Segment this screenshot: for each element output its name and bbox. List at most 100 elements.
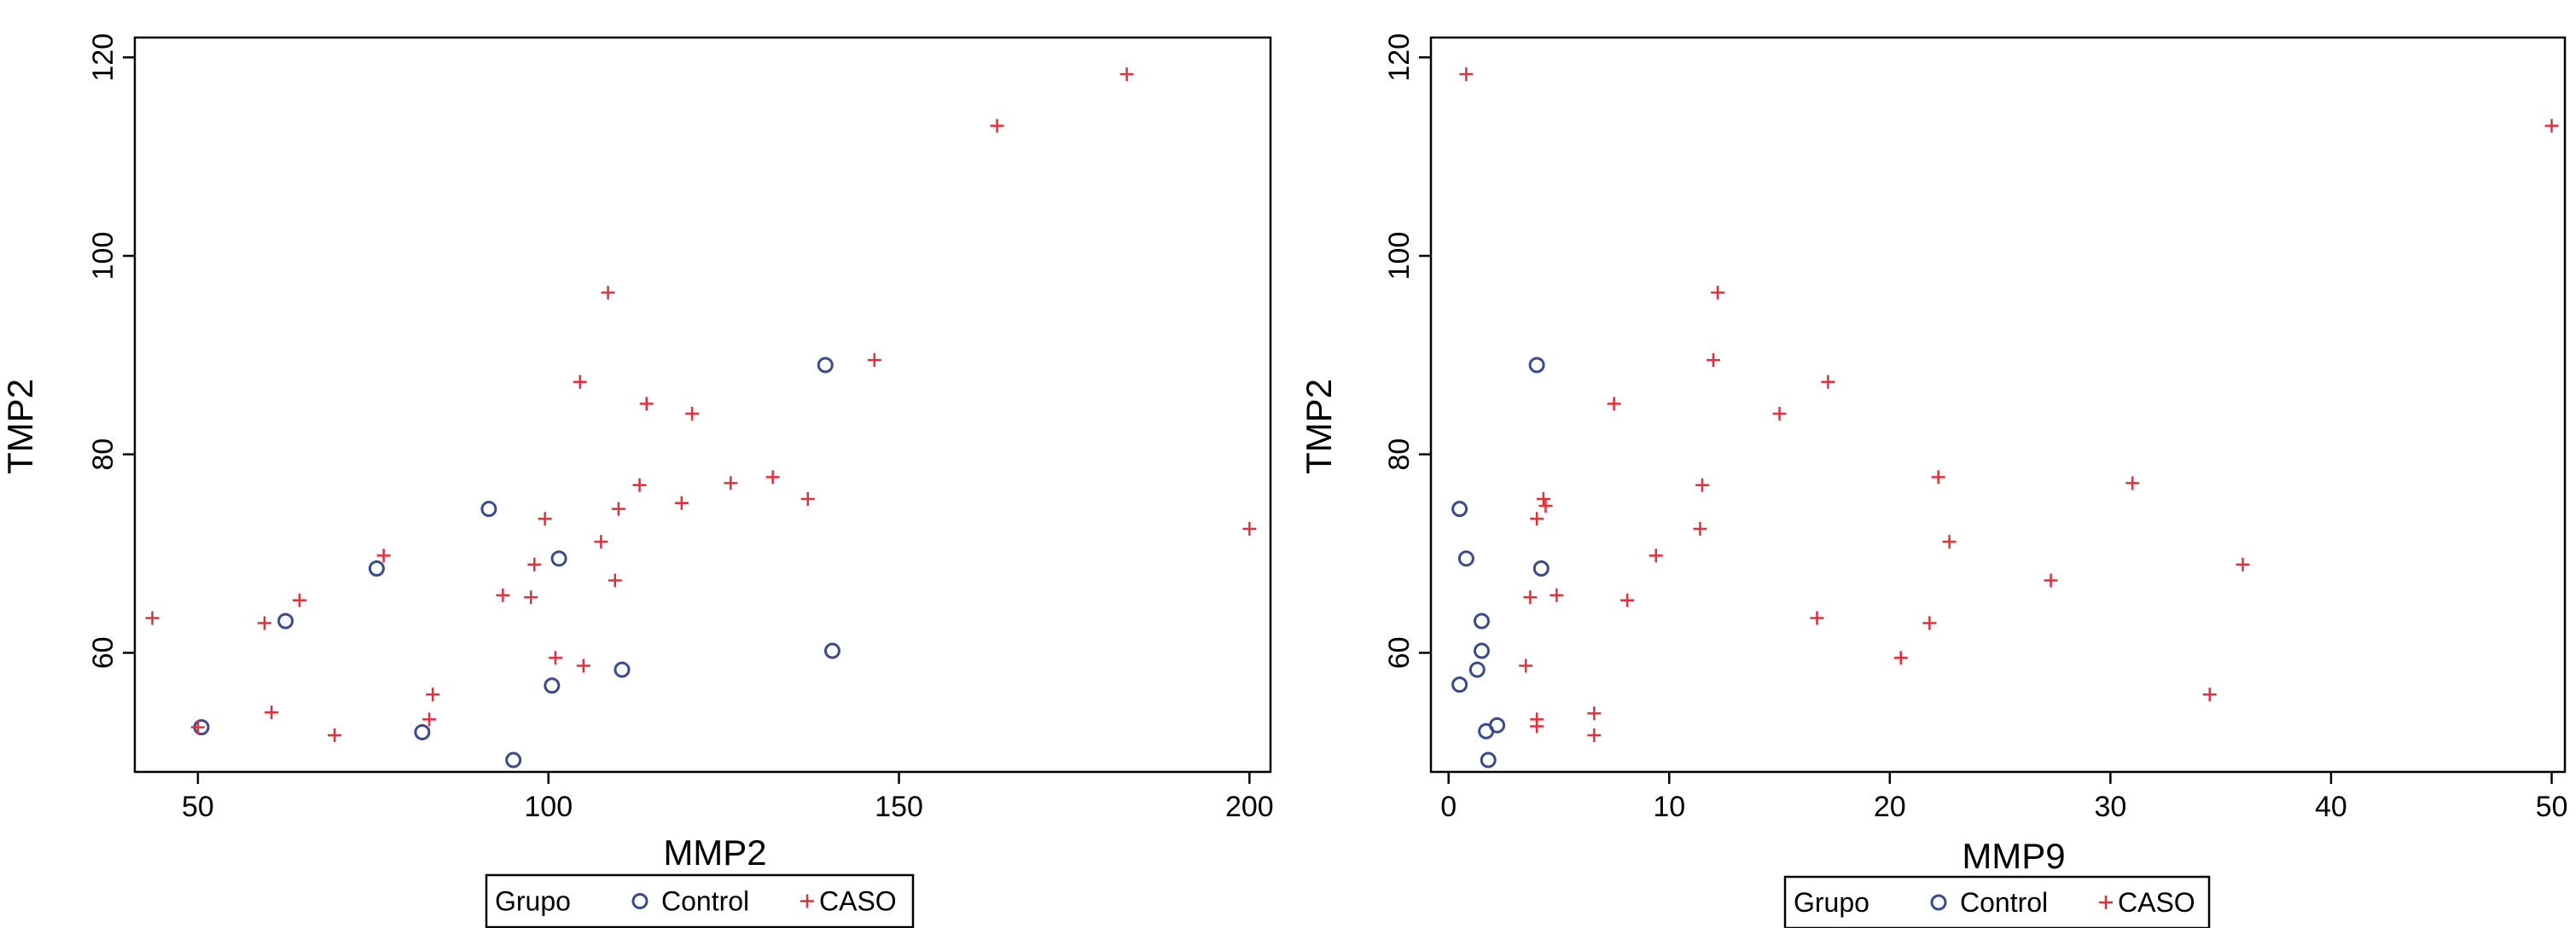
legend-box — [485, 873, 915, 928]
x-tick-label: 200 — [1225, 791, 1274, 823]
caso-point — [685, 406, 700, 420]
caso-point — [1821, 374, 1835, 389]
caso-point — [1620, 593, 1635, 607]
caso-point — [1706, 353, 1720, 368]
control-point — [1528, 357, 1545, 374]
legend-caso-marker — [800, 894, 814, 908]
control-point — [1451, 676, 1468, 693]
caso-point — [1931, 470, 1945, 484]
caso-point — [674, 496, 689, 510]
y-tick-label: 80 — [87, 438, 119, 471]
y-tick-label: 120 — [1383, 33, 1416, 82]
caso-point — [1530, 512, 1544, 526]
control-point — [544, 677, 561, 694]
caso-point — [265, 705, 279, 720]
caso-point — [1695, 478, 1710, 492]
control-point — [414, 723, 431, 740]
caso-point — [724, 476, 738, 490]
caso-point — [1550, 588, 1564, 602]
x-tick-label: 10 — [1653, 791, 1685, 823]
control-point — [1473, 612, 1490, 629]
control-point — [817, 357, 834, 374]
control-point — [277, 612, 294, 629]
caso-point — [1693, 521, 1707, 536]
control-point — [1468, 661, 1486, 678]
legend-title: Grupo — [495, 886, 571, 917]
caso-point — [426, 687, 440, 702]
x-tick-label: 50 — [182, 791, 214, 823]
plot-frame — [133, 36, 1272, 774]
x-tick-label: 100 — [524, 791, 573, 823]
legend-title: Grupo — [1794, 887, 1869, 918]
legend-caso-label: CASO — [2118, 887, 2195, 918]
control-point — [1532, 560, 1550, 577]
caso-point — [576, 658, 590, 673]
control-point — [1451, 501, 1468, 518]
x-tick-label: 20 — [1874, 791, 1906, 823]
caso-point — [611, 502, 625, 516]
y-axis-title: TMP2 — [1299, 379, 1339, 474]
caso-point — [867, 353, 881, 368]
caso-point — [1538, 499, 1553, 513]
caso-point — [608, 573, 622, 588]
caso-point — [328, 728, 342, 742]
caso-point — [1922, 616, 1937, 630]
caso-point — [524, 590, 538, 605]
legend-caso-label: CASO — [819, 886, 897, 917]
legend-caso-marker — [2099, 896, 2113, 909]
caso-point — [800, 492, 815, 507]
caso-point — [1587, 728, 1602, 742]
y-axis-title: TMP2 — [0, 379, 40, 474]
caso-point — [1536, 492, 1550, 507]
caso-point — [548, 651, 562, 665]
legend-control-marker — [1930, 894, 1947, 911]
caso-point — [1607, 397, 1621, 411]
caso-point — [632, 478, 647, 492]
x-axis-title: MMP2 — [663, 832, 766, 873]
left-scatter-panel: 50 100 150 200 60 80 100 120 MMP2 TMP2 Grupo Contro… — [0, 33, 1274, 928]
caso-point — [1242, 521, 1257, 536]
caso-point — [293, 593, 307, 607]
caso-point — [1772, 406, 1787, 420]
caso-point — [601, 286, 615, 300]
caso-point — [1587, 706, 1602, 721]
x-tick-label: 40 — [2315, 791, 2347, 823]
y-tick-label: 60 — [1383, 636, 1416, 669]
control-point — [505, 751, 522, 768]
right-scatter-panel: 0 10 20 30 40 50 60 80 100 120 MMP9 TMP2 Grupo Contro… — [1299, 33, 2567, 928]
caso-point — [1649, 548, 1663, 563]
control-point — [613, 661, 631, 678]
caso-point — [1459, 67, 1474, 82]
x-tick-label: 30 — [2094, 791, 2126, 823]
control-point — [550, 550, 567, 567]
legend-control-label: Control — [1960, 887, 2048, 918]
caso-point — [422, 712, 437, 727]
caso-point — [1711, 286, 1725, 300]
caso-point — [1119, 67, 1134, 82]
x-tick-label: 50 — [2536, 791, 2568, 823]
y-tick-label: 100 — [1383, 232, 1416, 281]
caso-point — [1530, 719, 1544, 734]
caso-point — [496, 588, 510, 602]
caso-point — [145, 611, 160, 625]
control-point — [1489, 716, 1506, 734]
caso-point — [2044, 573, 2058, 588]
x-tick-label: 150 — [875, 791, 923, 823]
caso-point — [527, 557, 542, 571]
legend-control-marker — [631, 893, 648, 909]
control-point — [480, 501, 497, 518]
y-tick-label: 100 — [87, 232, 119, 281]
y-tick-label: 80 — [1383, 438, 1416, 471]
caso-point — [639, 397, 654, 411]
caso-point — [573, 374, 587, 389]
caso-point — [1810, 611, 1824, 625]
legend-box — [1783, 875, 2211, 928]
caso-point — [2544, 119, 2559, 133]
y-tick-label: 60 — [87, 636, 119, 669]
caso-point — [2236, 557, 2250, 571]
caso-point — [990, 119, 1004, 133]
caso-point — [594, 535, 608, 549]
control-point — [1473, 642, 1490, 659]
x-axis-title: MMP9 — [1962, 836, 2065, 876]
